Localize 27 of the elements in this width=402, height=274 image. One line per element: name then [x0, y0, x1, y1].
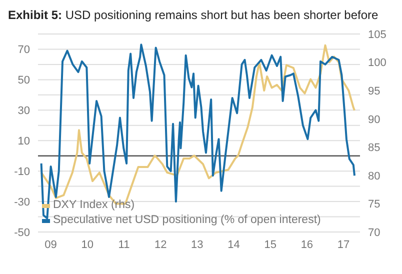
y2-tick-label: 80 — [368, 170, 380, 182]
legend-label: Speculative net USD positioning (% of open interest) — [53, 213, 321, 228]
y-tick-label: 10 — [18, 136, 30, 148]
y2-tick-label: 100 — [368, 57, 386, 70]
x-tick-label: 17 — [337, 238, 350, 251]
x-tick-label: 12 — [154, 238, 167, 251]
x-tick-label: 13 — [191, 238, 204, 251]
x-tick-label: 09 — [44, 238, 57, 251]
x-tick-label: 10 — [81, 238, 94, 251]
y2-tick-label: 85 — [368, 142, 380, 154]
x-tick-label: 16 — [300, 238, 314, 251]
y-tick-label: -50 — [14, 226, 30, 239]
x-tick-label: 15 — [264, 238, 276, 251]
legend-label: DXY Index (rhs) — [53, 198, 135, 213]
y2-tick-label: 70 — [368, 226, 380, 239]
y-tick-label: -30 — [14, 196, 30, 208]
x-tick-label: 14 — [228, 238, 240, 251]
x-tick-label: 11 — [118, 238, 130, 251]
y-tick-label: 30 — [18, 105, 30, 118]
y-tick-label: 70 — [18, 44, 30, 56]
y-tick-label: -10 — [14, 166, 30, 178]
y2-tick-label: 95 — [368, 85, 380, 98]
y2-tick-label: 105 — [368, 28, 386, 41]
chart-title: Exhibit 5: USD positioning remains short but has been shorter before — [8, 8, 380, 22]
y-tick-label: 50 — [18, 74, 30, 87]
y2-tick-label: 90 — [368, 114, 380, 126]
y2-tick-label: 75 — [368, 198, 380, 211]
